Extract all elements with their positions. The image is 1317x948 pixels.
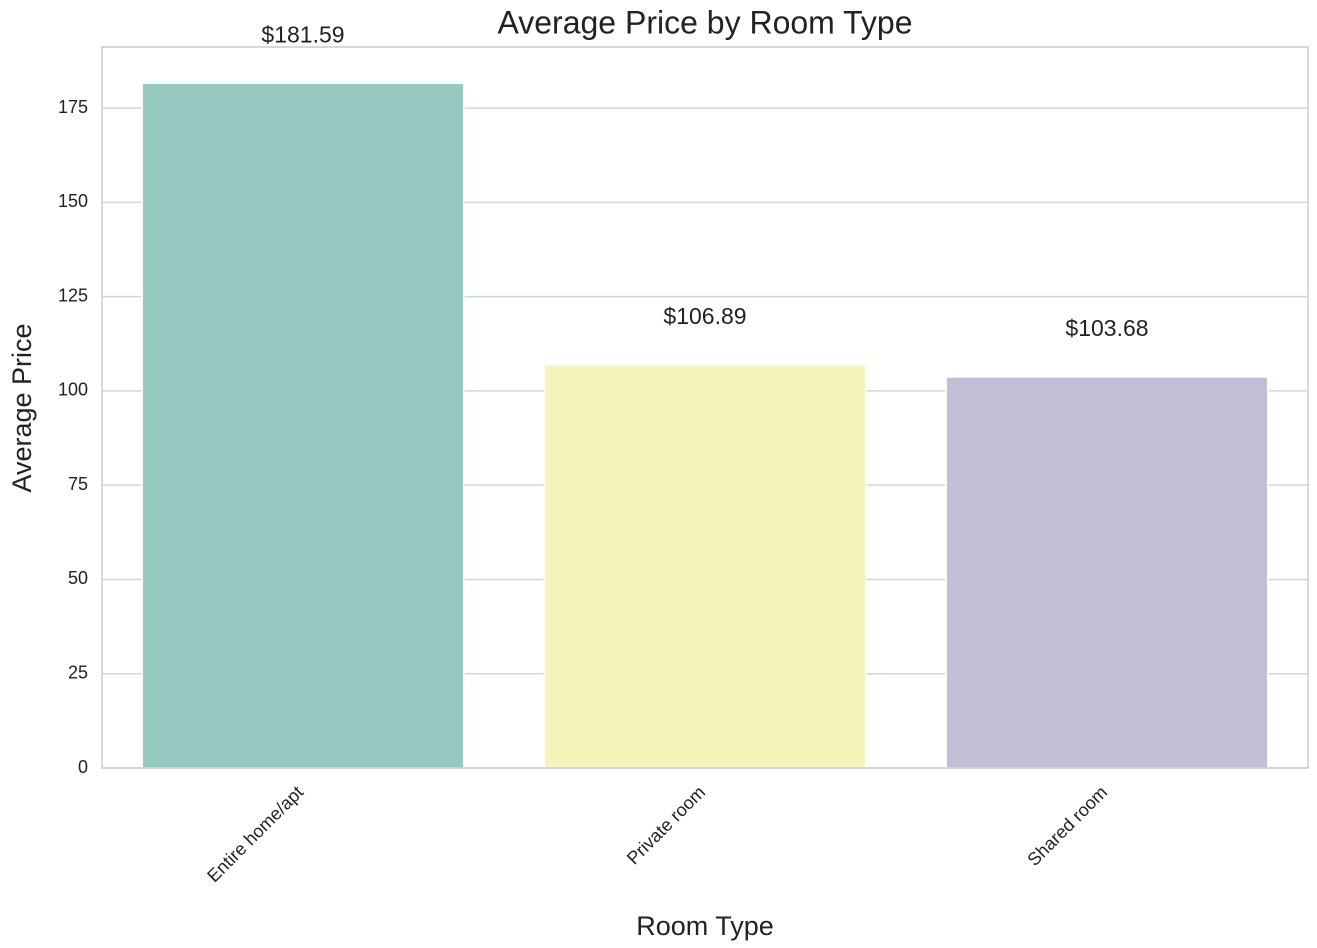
bar	[945, 376, 1269, 769]
value-label: $181.59	[261, 21, 344, 47]
y-axis-label: Average Price	[7, 323, 37, 492]
plot-frame	[101, 46, 1309, 769]
x-tick-label: Entire home/apt	[203, 782, 307, 886]
y-tick-label: 50	[68, 568, 88, 588]
bar	[141, 82, 465, 769]
bar	[543, 364, 867, 769]
y-tick-label: 175	[58, 97, 88, 117]
y-tick-label: 0	[78, 757, 88, 777]
x-tick-label: Private room	[623, 782, 709, 868]
value-label: $103.68	[1065, 315, 1148, 341]
x-axis-label: Room Type	[636, 911, 774, 941]
chart-title: Average Price by Room Type	[497, 4, 912, 40]
y-tick-label: 150	[58, 191, 88, 211]
value-label: $106.89	[663, 303, 746, 329]
y-tick-label: 25	[68, 662, 88, 682]
y-tick-label: 100	[58, 380, 88, 400]
y-tick-label: 75	[68, 474, 88, 494]
y-tick-label: 125	[58, 285, 88, 305]
x-tick-label: Shared room	[1023, 782, 1111, 870]
